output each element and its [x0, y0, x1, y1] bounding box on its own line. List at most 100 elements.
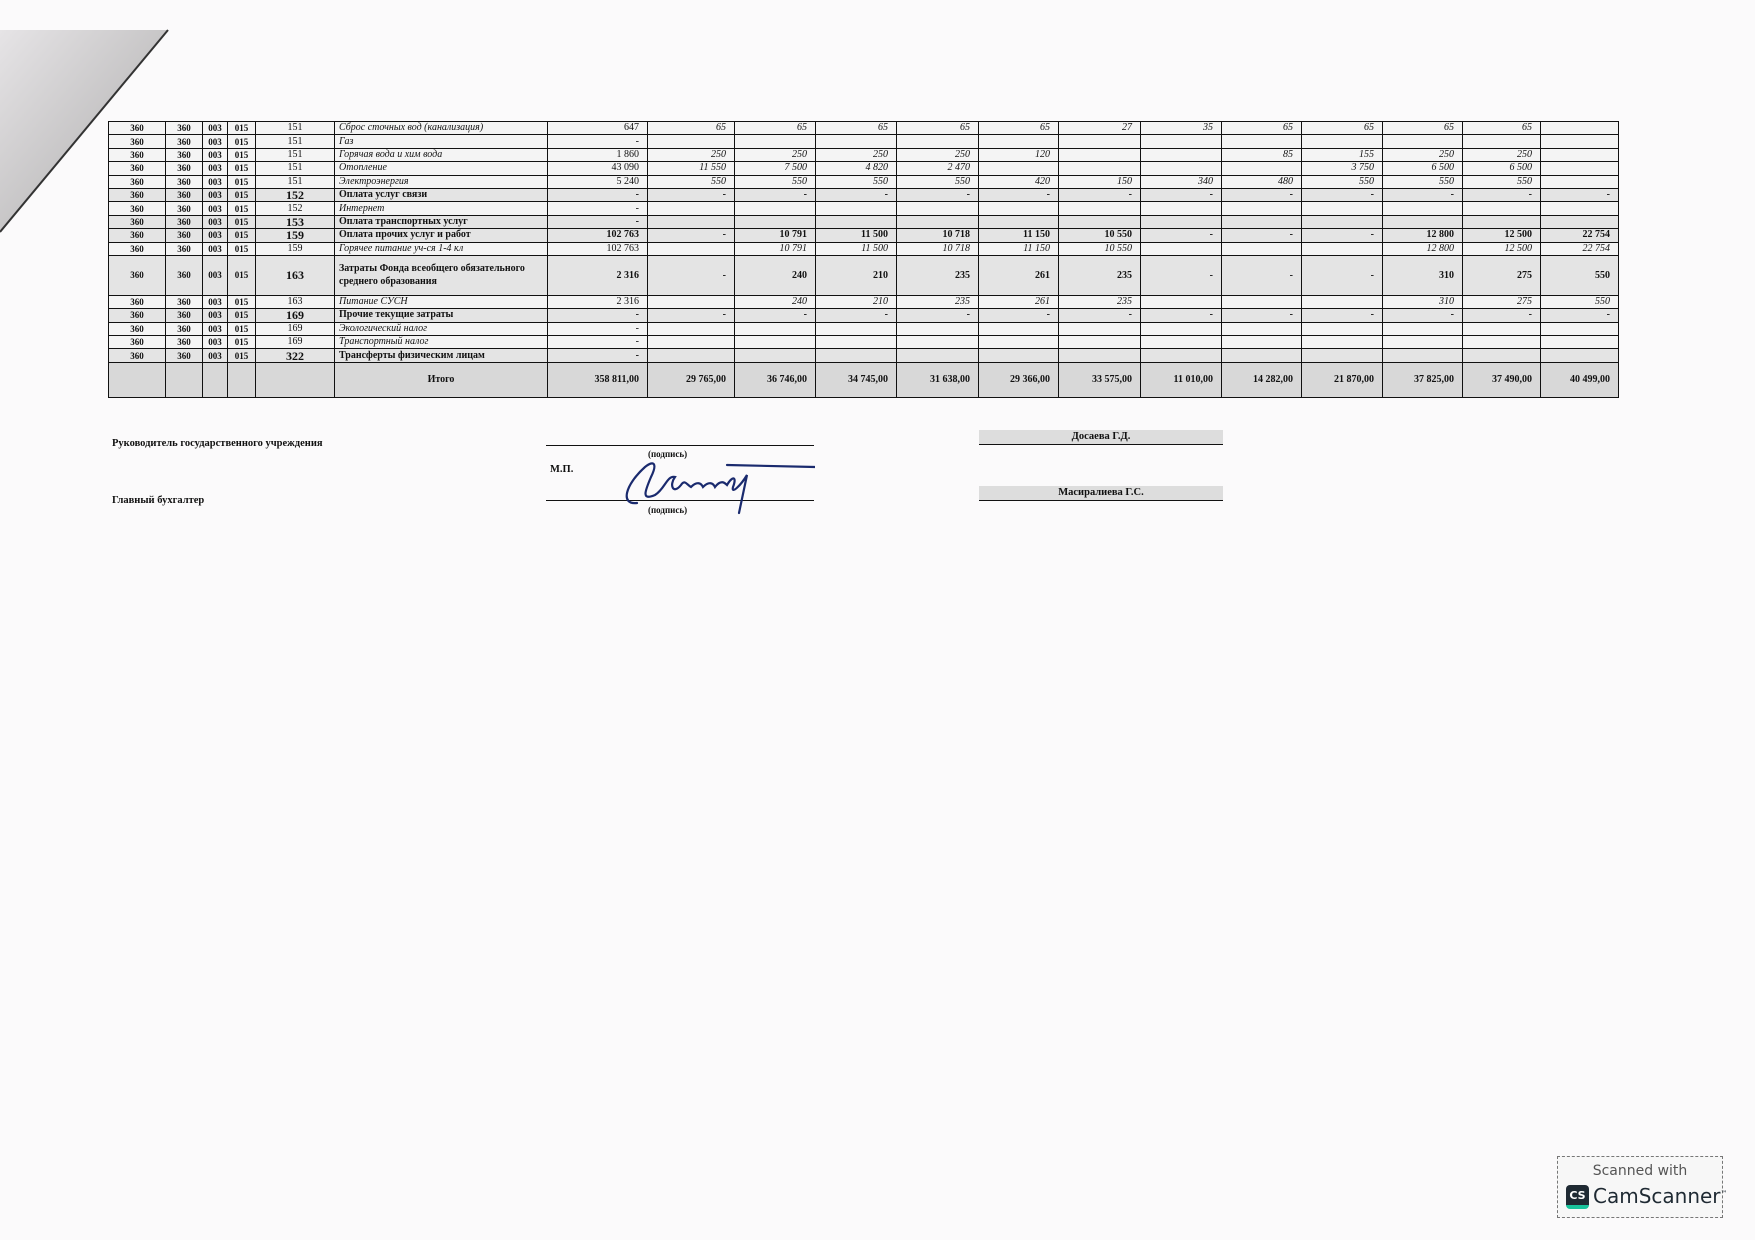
- month-value-cell: [1301, 294, 1383, 310]
- handwritten-signature: [625, 462, 815, 515]
- month-value-cell: [815, 321, 897, 337]
- item-name-cell: Оплата услуг связи: [334, 187, 548, 203]
- month-value-cell: [978, 348, 1059, 363]
- month-value-cell: [1540, 174, 1619, 189]
- code-cell: 360: [108, 201, 166, 216]
- month-value-cell: 240: [734, 254, 816, 296]
- annual-total-cell: -: [547, 187, 648, 203]
- code-cell: 003: [202, 201, 228, 216]
- article-cell: 152: [255, 201, 335, 216]
- month-value-cell: [1058, 134, 1141, 149]
- month-value-cell: 261: [978, 254, 1059, 296]
- month-total-cell: 37 490,00: [1462, 361, 1541, 398]
- code-cell: 360: [108, 308, 166, 323]
- code-cell: 015: [227, 348, 256, 363]
- annual-total-cell: 2 316: [547, 294, 648, 310]
- article-cell: 151: [255, 147, 335, 163]
- code-cell: 015: [227, 294, 256, 310]
- month-value-cell: -: [647, 228, 735, 243]
- code-cell: 003: [202, 294, 228, 310]
- empty-cell: [227, 361, 256, 398]
- head-name: Досаева Г.Д.: [979, 430, 1223, 445]
- month-value-cell: [1058, 335, 1141, 350]
- month-value-cell: -: [978, 308, 1059, 323]
- annual-total-cell: 1 860: [547, 147, 648, 163]
- month-value-cell: [647, 134, 735, 149]
- month-value-cell: 12 500: [1462, 228, 1541, 243]
- month-value-cell: [647, 335, 735, 350]
- month-value-cell: 2 470: [896, 161, 979, 176]
- article-cell: 169: [255, 335, 335, 350]
- empty-cell: [108, 361, 166, 398]
- month-value-cell: [1301, 214, 1383, 230]
- month-value-cell: -: [1462, 187, 1541, 203]
- month-value-cell: [978, 134, 1059, 149]
- code-cell: 003: [202, 161, 228, 176]
- month-value-cell: [1382, 321, 1463, 337]
- month-value-cell: -: [815, 308, 897, 323]
- month-value-cell: [1462, 201, 1541, 216]
- table-row: 360 360 003 015 153 Оплата транспортных услуг…: [108, 214, 1619, 230]
- month-value-cell: [815, 348, 897, 363]
- code-cell: 360: [108, 335, 166, 350]
- table-row: 360 360 003 015 169 Прочие текущие затраты - - -…: [108, 308, 1619, 323]
- month-value-cell: -: [896, 187, 979, 203]
- month-value-cell: [896, 201, 979, 216]
- month-value-cell: [1540, 134, 1619, 149]
- month-value-cell: [815, 214, 897, 230]
- month-value-cell: -: [896, 308, 979, 323]
- item-name-cell: Трансферты физическим лицам: [334, 348, 548, 363]
- article-cell: 169: [255, 308, 335, 323]
- month-value-cell: 12 500: [1462, 241, 1541, 256]
- month-value-cell: [896, 214, 979, 230]
- month-value-cell: 550: [647, 174, 735, 189]
- month-value-cell: [896, 134, 979, 149]
- code-cell: 003: [202, 241, 228, 256]
- watermark-brand: CamScanner™: [1593, 1184, 1728, 1208]
- month-value-cell: -: [734, 308, 816, 323]
- code-cell: 015: [227, 120, 256, 136]
- article-cell: 151: [255, 134, 335, 149]
- month-value-cell: [1221, 161, 1302, 176]
- month-value-cell: -: [1140, 228, 1222, 243]
- month-value-cell: [815, 335, 897, 350]
- month-value-cell: [1462, 348, 1541, 363]
- month-value-cell: [1540, 335, 1619, 350]
- month-value-cell: [1140, 201, 1222, 216]
- code-cell: 360: [165, 134, 203, 149]
- month-value-cell: -: [1382, 308, 1463, 323]
- month-value-cell: [978, 201, 1059, 216]
- month-value-cell: 65: [1301, 120, 1383, 136]
- accountant-signature-line: [546, 500, 814, 501]
- month-value-cell: 210: [815, 254, 897, 296]
- month-value-cell: 12 800: [1382, 228, 1463, 243]
- table-row: 360 360 003 015 163 Питание СУСН 2 316 240 210 23…: [108, 294, 1619, 310]
- table-row: 360 360 003 015 151 Сброс сточных вод (канали…: [108, 120, 1619, 136]
- code-cell: 360: [165, 214, 203, 230]
- month-value-cell: [734, 335, 816, 350]
- month-value-cell: -: [1301, 187, 1383, 203]
- article-cell: 159: [255, 228, 335, 243]
- month-value-cell: -: [1140, 254, 1222, 296]
- code-cell: 360: [165, 294, 203, 310]
- accountant-name: Масиралиева Г.С.: [979, 486, 1223, 501]
- month-value-cell: 65: [734, 120, 816, 136]
- month-value-cell: [734, 348, 816, 363]
- month-value-cell: [1221, 348, 1302, 363]
- code-cell: 360: [165, 254, 203, 296]
- month-value-cell: 65: [1221, 120, 1302, 136]
- month-value-cell: 550: [734, 174, 816, 189]
- month-value-cell: 250: [896, 147, 979, 163]
- month-value-cell: [1140, 335, 1222, 350]
- code-cell: 360: [165, 308, 203, 323]
- month-value-cell: [1301, 134, 1383, 149]
- month-value-cell: [978, 214, 1059, 230]
- month-total-cell: 37 825,00: [1382, 361, 1463, 398]
- annual-total-cell: 43 090: [547, 161, 648, 176]
- month-value-cell: -: [1140, 187, 1222, 203]
- month-value-cell: 10 791: [734, 228, 816, 243]
- month-value-cell: [1221, 214, 1302, 230]
- item-name-cell: Питание СУСН: [334, 294, 548, 310]
- month-value-cell: -: [978, 187, 1059, 203]
- month-value-cell: 22 754: [1540, 228, 1619, 243]
